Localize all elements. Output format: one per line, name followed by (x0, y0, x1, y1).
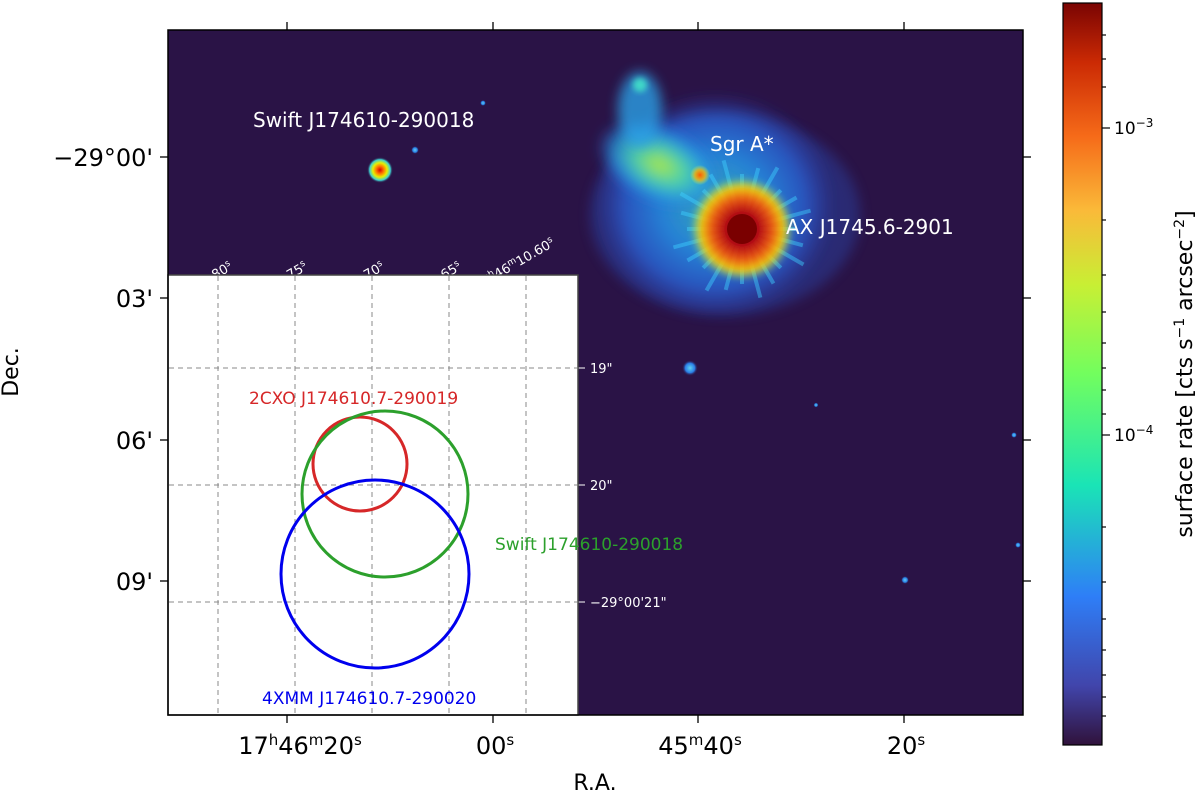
faint-source (813, 402, 819, 408)
plume-knot (633, 78, 647, 92)
circle-2cxo (311, 415, 409, 513)
faint-source (1011, 432, 1017, 438)
faint-source (411, 146, 419, 154)
label-2cxo: 2CXO J174610.7-290019 (249, 389, 458, 409)
label-swift-main: Swift J174610-290018 (253, 108, 474, 132)
colorbar-gradient (1062, 2, 1103, 746)
label-swift-inset: Swift J174610-290018 (495, 535, 683, 555)
inset-dec-tick: 19" (590, 362, 613, 377)
x-tick-label: 17h46m20s (238, 731, 362, 760)
y-tick-label: 03' (116, 285, 153, 313)
y-tick-label: −29°00' (53, 144, 153, 172)
inset-grid (169, 276, 577, 714)
y-tick-label: 09' (116, 568, 153, 596)
label-sgra: Sgr A* (710, 132, 774, 156)
circle-swift (300, 409, 470, 579)
colorbar-tick-label: 10−4 (1114, 423, 1153, 446)
inset-dec-tick: 20" (590, 479, 613, 494)
y-axis-label: Dec. (0, 347, 24, 397)
faint-source (682, 360, 698, 376)
x-tick-label: 00s (476, 731, 515, 760)
sgra-source (690, 165, 710, 185)
x-axis-label: R.A. (573, 771, 616, 795)
inset-background (167, 274, 579, 716)
swift-source (367, 157, 393, 183)
y-tick-label: 06' (116, 427, 153, 455)
colorbar: 10−3 10−4 surface rate [cts s−1 arcsec−2… (1062, 2, 1198, 746)
faint-source (901, 576, 909, 584)
ax-source-core (727, 214, 757, 244)
inset-dec-tick: −29°00'21" (590, 596, 667, 611)
image-panel: Swift J174610-290018 Sgr A* AX J1745.6-2… (167, 29, 1024, 716)
label-ax: AX J1745.6-2901 (786, 215, 954, 239)
faint-source (1015, 542, 1021, 548)
axis-ticks (160, 22, 1031, 723)
colorbar-label: surface rate [cts s−1 arcsec−2] (1172, 210, 1198, 537)
circle-4xmm (279, 478, 471, 670)
x-tick-label: 45m40s (658, 731, 742, 760)
image-frame (167, 29, 1024, 716)
x-tick-labels: 17h46m20s 00s 45m40s 20s (238, 731, 925, 760)
label-4xmm: 4XMM J174610.7-290020 (262, 689, 476, 709)
y-tick-labels: −29°00' 03' 06' 09' (53, 144, 153, 596)
faint-source (480, 100, 486, 106)
plume-top (618, 72, 662, 148)
x-tick-label: 20s (887, 731, 926, 760)
colorbar-tick-label: 10−3 (1114, 116, 1153, 139)
inset-panel: 2CXO J174610.7-290019 Swift J174610-2900… (167, 274, 683, 716)
inset-dec-tick-labels: 19" 20" −29°00'21" (578, 362, 667, 611)
